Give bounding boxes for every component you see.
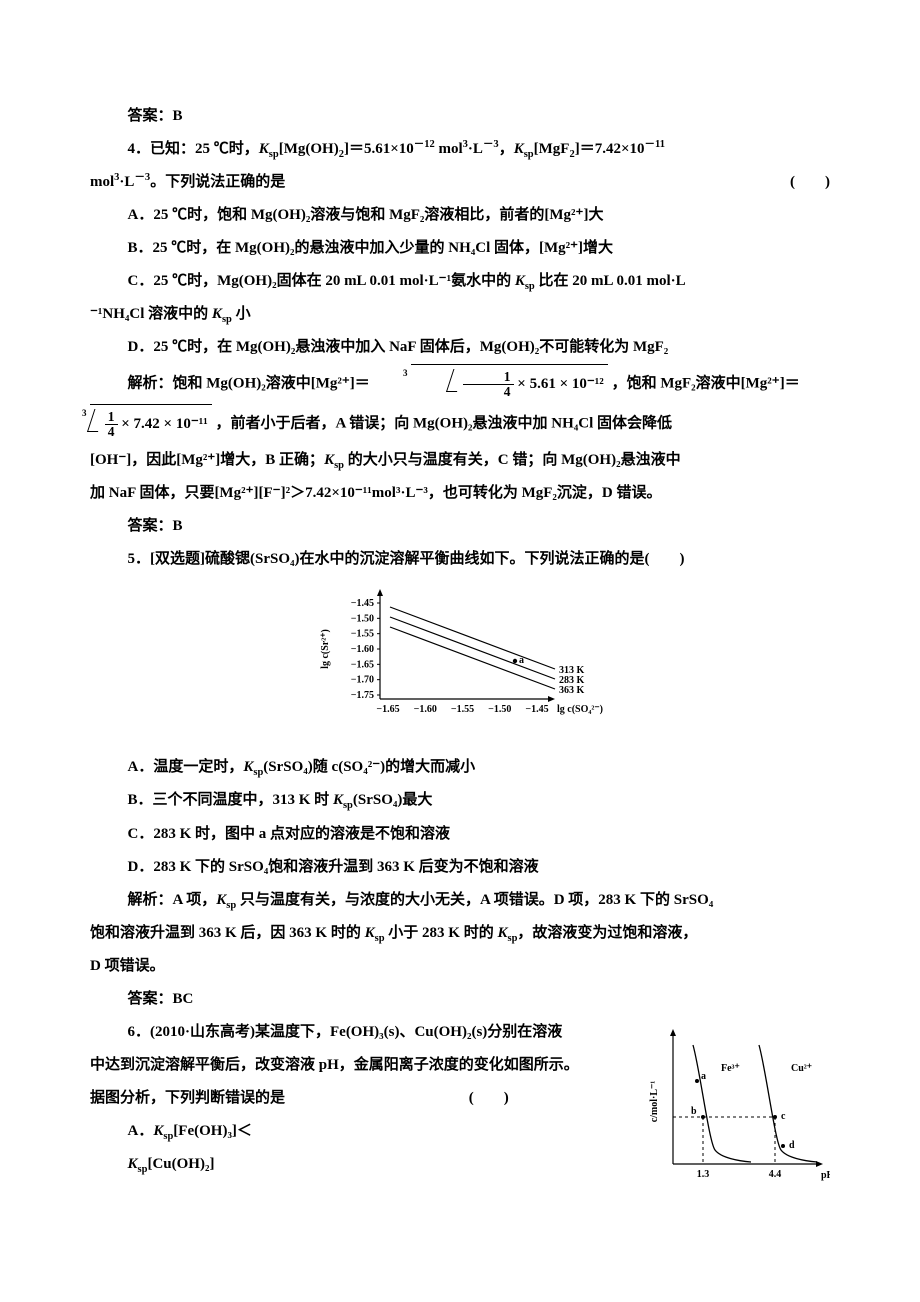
q4-option-c-line2: ⁻¹NH₄Cl 溶液中的 Ksp 小 bbox=[90, 298, 830, 331]
q6-stem-line3: 据图分析，下列判断错误的是 ( ) bbox=[90, 1082, 630, 1115]
q4-option-d: D．25 ℃时，在 Mg(OH)₂悬浊液中加入 NaF 固体后，Mg(OH)₂不… bbox=[90, 331, 830, 364]
q6-figure: c/mol·L⁻¹ pH Fe³⁺ Cu²⁺ a b c d 1.3 4.4 bbox=[645, 1024, 830, 1202]
q4-paren: ( ) bbox=[790, 166, 830, 199]
q5-explanation-line2: 饱和溶液升温到 363 K 后，因 363 K 时的 Ksp 小于 283 K … bbox=[90, 917, 830, 950]
answer-label: 答案： bbox=[128, 991, 173, 1007]
q5-answer: 答案：BC bbox=[90, 983, 830, 1016]
answer-label: 答案： bbox=[128, 108, 173, 124]
svg-text:lg c(SO₄²⁻): lg c(SO₄²⁻) bbox=[557, 704, 603, 715]
q6-stem-line1: 6．(2010·山东高考)某温度下，Fe(OH)₃(s)、Cu(OH)₂(s)分… bbox=[90, 1016, 630, 1049]
q4-stem-line1: 4．已知：25 ℃时，Ksp[Mg(OH)2]＝5.61×10－12 mol3·… bbox=[90, 133, 665, 166]
svg-text:−1.75: −1.75 bbox=[351, 690, 374, 701]
svg-text:Fe³⁺: Fe³⁺ bbox=[721, 1063, 740, 1074]
answer-value: B bbox=[173, 108, 183, 124]
cube-root-1: 3 14 × 5.61 × 10⁻¹² bbox=[374, 364, 608, 404]
q6-option-a-line1: A．Ksp[Fe(OH)₃]＜ bbox=[90, 1115, 630, 1148]
q5-option-c: C．283 K 时，图中 a 点对应的溶液是不饱和溶液 bbox=[90, 818, 830, 851]
svg-text:c/mol·L⁻¹: c/mol·L⁻¹ bbox=[649, 1080, 660, 1122]
q4-option-b: B．25 ℃时，在 Mg(OH)₂的悬浊液中加入少量的 NH₄Cl 固体，[Mg… bbox=[90, 232, 830, 265]
q4-explanation-line1: 解析：饱和 Mg(OH)₂溶液中[Mg²⁺]＝ 3 14 × 5.61 × 10… bbox=[90, 364, 830, 404]
q5-option-d: D．283 K 下的 SrSO₄饱和溶液升温到 363 K 后变为不饱和溶液 bbox=[90, 851, 830, 884]
svg-text:−1.65: −1.65 bbox=[351, 660, 374, 671]
q4-stem-line2: mol3·L－3。下列说法正确的是 ( ) bbox=[90, 166, 830, 199]
svg-text:−1.45: −1.45 bbox=[351, 598, 374, 609]
svg-text:−1.60: −1.60 bbox=[351, 644, 374, 655]
q5-option-a: A．温度一定时，Ksp(SrSO₄)随 c(SO₄²⁻)的增大而减小 bbox=[90, 751, 830, 784]
svg-text:lg c(Sr²⁺): lg c(Sr²⁺) bbox=[320, 630, 331, 670]
svg-text:−1.70: −1.70 bbox=[351, 675, 374, 686]
q6-stem-line2: 中达到沉淀溶解平衡后，改变溶液 pH，金属阳离子浓度的变化如图所示。 bbox=[90, 1049, 630, 1082]
q4-option-a: A．25 ℃时，饱和 Mg(OH)₂溶液与饱和 MgF₂溶液相比，前者的[Mg²… bbox=[90, 199, 830, 232]
svg-text:pH: pH bbox=[821, 1170, 830, 1181]
svg-text:−1.45: −1.45 bbox=[525, 704, 548, 715]
q5-option-b: B．三个不同温度中，313 K 时 Ksp(SrSO₄)最大 bbox=[90, 784, 830, 817]
q5-chart-svg: −1.45 −1.50 −1.55 −1.60 −1.65 −1.70 −1.75 lg c(… bbox=[310, 584, 610, 734]
svg-text:−1.50: −1.50 bbox=[488, 704, 511, 715]
q6-paren: ( ) bbox=[469, 1090, 509, 1106]
q6-figure-svg: c/mol·L⁻¹ pH Fe³⁺ Cu²⁺ a b c d 1.3 4.4 bbox=[645, 1024, 830, 1189]
q4-answer: 答案：B bbox=[90, 510, 830, 543]
svg-text:a: a bbox=[519, 655, 524, 666]
q3-answer: 答案：B bbox=[90, 100, 830, 133]
svg-text:−1.65: −1.65 bbox=[376, 704, 399, 715]
answer-label: 答案： bbox=[128, 518, 173, 534]
svg-text:363 K: 363 K bbox=[559, 685, 585, 696]
svg-text:4.4: 4.4 bbox=[769, 1169, 782, 1180]
q5-explanation-line1: 解析：A 项，Ksp 只与温度有关，与浓度的大小无关，A 项错误。D 项，283… bbox=[90, 884, 830, 917]
cube-root-2: 3 14 × 7.42 × 10⁻¹¹ bbox=[90, 404, 212, 444]
q6-option-a-line2: Ksp[Cu(OH)₂] bbox=[90, 1148, 630, 1181]
q4-explanation-line2: 3 14 × 7.42 × 10⁻¹¹ ，前者小于后者，A 错误；向 Mg(OH… bbox=[90, 404, 830, 444]
svg-text:a: a bbox=[701, 1071, 706, 1082]
q4-explanation-line3: [OH⁻]，因此[Mg²⁺]增大，B 正确；Ksp 的大小只与温度有关，C 错；… bbox=[90, 444, 830, 477]
svg-text:b: b bbox=[691, 1106, 697, 1117]
q4-option-c: C．25 ℃时，Mg(OH)₂固体在 20 mL 0.01 mol·L⁻¹氨水中… bbox=[90, 265, 830, 298]
svg-text:−1.55: −1.55 bbox=[451, 704, 474, 715]
q5-explanation-line3: D 项错误。 bbox=[90, 950, 830, 983]
svg-text:−1.55: −1.55 bbox=[351, 629, 374, 640]
svg-text:Cu²⁺: Cu²⁺ bbox=[791, 1063, 812, 1074]
svg-text:c: c bbox=[781, 1111, 786, 1122]
answer-value: BC bbox=[173, 991, 194, 1007]
q6-block: 6．(2010·山东高考)某温度下，Fe(OH)₃(s)、Cu(OH)₂(s)分… bbox=[90, 1016, 830, 1181]
q4-explanation-line4: 加 NaF 固体，只要[Mg²⁺][F⁻]²＞7.42×10⁻¹¹mol³·L⁻… bbox=[90, 477, 830, 510]
q4-stem: 4．已知：25 ℃时，Ksp[Mg(OH)2]＝5.61×10－12 mol3·… bbox=[90, 133, 830, 166]
q5-stem: 5．[双选题]硫酸锶(SrSO₄)在水中的沉淀溶解平衡曲线如下。下列说法正确的是… bbox=[90, 543, 830, 576]
svg-text:d: d bbox=[789, 1140, 795, 1151]
svg-text:−1.60: −1.60 bbox=[414, 704, 437, 715]
svg-text:−1.50: −1.50 bbox=[351, 614, 374, 625]
answer-value: B bbox=[173, 518, 183, 534]
q5-chart: −1.45 −1.50 −1.55 −1.60 −1.65 −1.70 −1.75 lg c(… bbox=[90, 584, 830, 747]
svg-text:1.3: 1.3 bbox=[697, 1169, 710, 1180]
